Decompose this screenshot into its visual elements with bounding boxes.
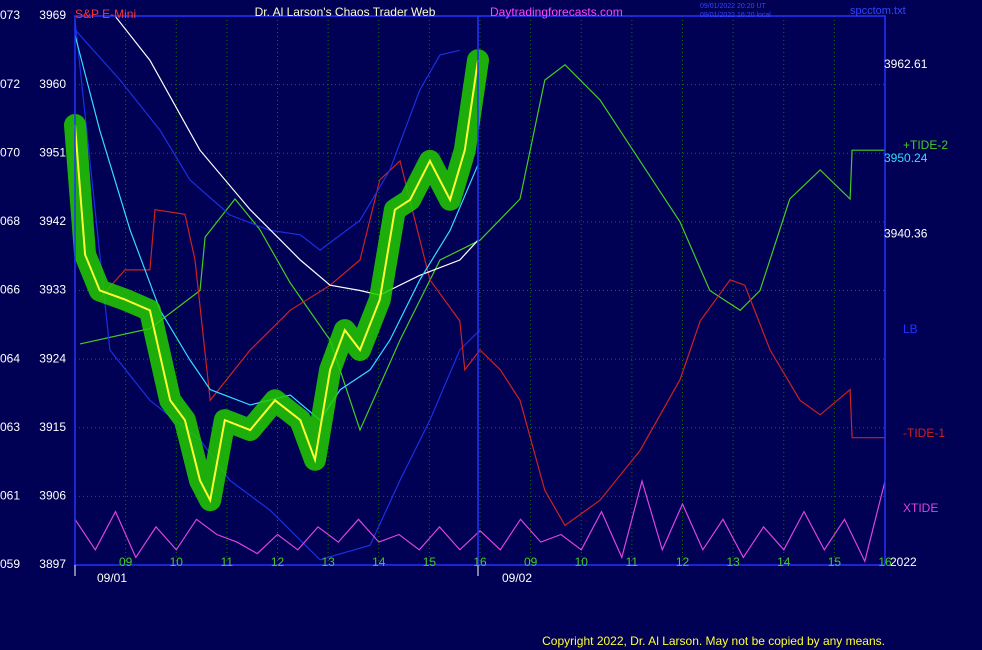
date-label: 09/02	[502, 571, 532, 585]
y-tick-label: 3960	[39, 77, 66, 91]
legend-label: XTIDE	[903, 501, 938, 515]
x-tick-label: 14	[777, 555, 791, 569]
x-tick-label: 09	[119, 555, 133, 569]
copyright: Copyright 2022, Dr. Al Larson. May not b…	[542, 634, 885, 648]
y-tick-label: 3906	[39, 489, 66, 503]
x-tick-label: 15	[423, 555, 437, 569]
price-marker: 3950.24	[884, 151, 928, 165]
y-tick-label-alt: 063	[0, 420, 20, 434]
x-tick-label: 11	[626, 555, 639, 569]
y-tick-label-alt: 068	[0, 214, 20, 228]
y-tick-label: 3924	[39, 351, 66, 365]
price-marker: 3940.36	[884, 227, 928, 241]
chart-title: Dr. Al Larson's Chaos Trader Web	[255, 5, 436, 19]
symbol: S&P E-Mini	[75, 7, 136, 21]
series-line	[114, 15, 479, 296]
x-tick-label: 12	[676, 555, 690, 569]
timestamp: 09/01/2022 20:20 UT	[700, 3, 766, 10]
timestamp: 09/01/2022 16:20 local	[700, 12, 771, 19]
series-line	[99, 159, 885, 527]
y-tick-label: 3915	[39, 420, 66, 434]
y-tick-label-alt: 064	[0, 351, 20, 365]
x-tick-label: 11	[221, 555, 234, 569]
y-tick-label-alt: 070	[0, 145, 20, 159]
x-tick-label: 10	[170, 555, 184, 569]
x-tick-label: 12	[271, 555, 285, 569]
x-tick-label: 13	[726, 555, 740, 569]
x-tick-label: 14	[372, 555, 386, 569]
y-tick-label-alt: 072	[0, 77, 20, 91]
x-tick-label: 16	[473, 555, 487, 569]
x-tick-label: 10	[575, 555, 589, 569]
x-tick-label: 16	[878, 555, 892, 569]
lines	[64, 15, 886, 563]
plot-frame	[74, 15, 886, 566]
site: Daytradingforecasts.com	[490, 5, 623, 19]
x-tick-label: 09	[524, 555, 538, 569]
price-marker: 3962.61	[884, 57, 928, 71]
legend-label: -TIDE-1	[903, 426, 945, 440]
series-line	[74, 478, 886, 563]
year: 2022	[890, 555, 917, 569]
y-tick-label-alt: 073	[0, 8, 20, 22]
file-name: spcctom.txt	[850, 5, 906, 17]
x-tick-label: 15	[828, 555, 842, 569]
y-tick-label: 3933	[39, 283, 66, 297]
y-tick-label: 3897	[39, 557, 66, 571]
y-tick-label-alt: 061	[0, 489, 20, 503]
y-tick-label: 3942	[39, 214, 66, 228]
series-line	[74, 34, 479, 421]
y-tick-label: 3951	[39, 145, 66, 159]
series-line	[74, 29, 460, 251]
y-tick-label-alt: 059	[0, 557, 20, 571]
y-tick-label: 3969	[39, 8, 66, 22]
legend-label: LB	[903, 322, 918, 336]
y-tick-label-alt: 066	[0, 283, 20, 297]
x-tick-label: 13	[321, 555, 335, 569]
series-line	[74, 19, 481, 561]
legend-label: +TIDE-2	[903, 138, 948, 152]
date-label: 09/01	[97, 571, 127, 585]
series-line	[79, 64, 885, 432]
series-line	[74, 60, 479, 504]
